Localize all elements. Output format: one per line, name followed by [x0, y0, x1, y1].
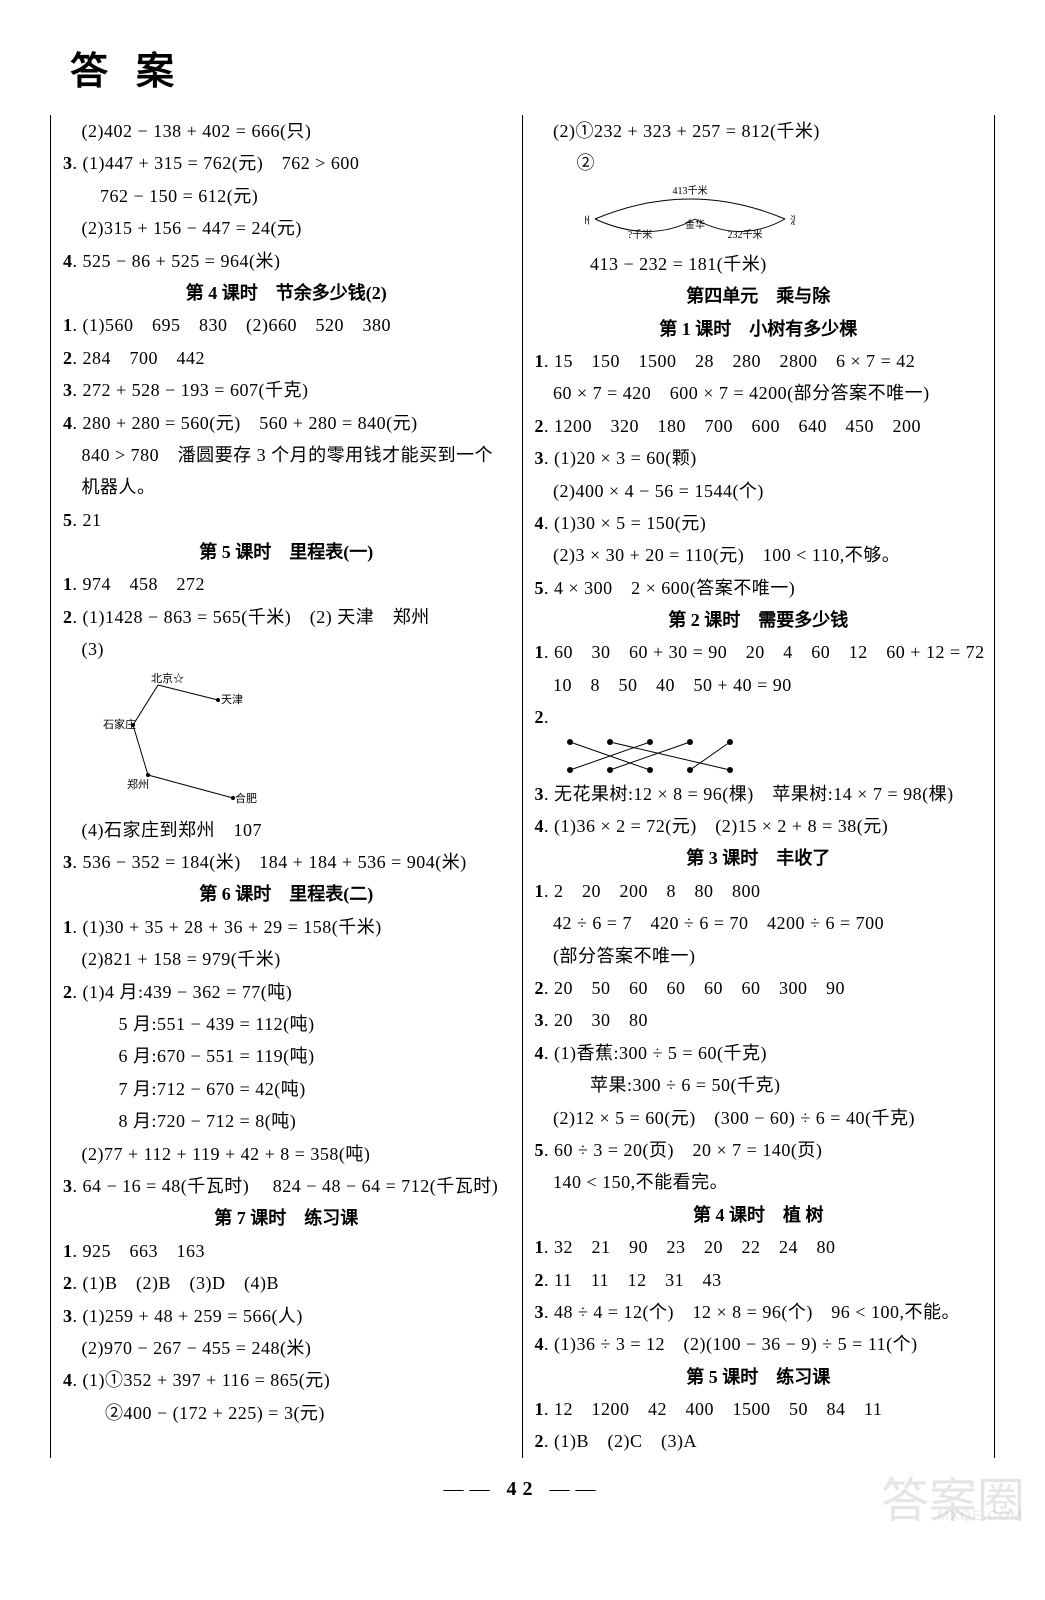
answer-line: 1. 15 150 1500 28 280 2800 6 × 7 = 42	[535, 345, 983, 377]
svg-text:杭州: 杭州	[585, 214, 590, 227]
answer-line: 4. (1)香蕉:300 ÷ 5 = 60(千克)	[535, 1037, 983, 1069]
answer-line: 8 月:720 − 712 = 8(吨)	[63, 1105, 510, 1137]
answer-line: 42 ÷ 6 = 7 420 ÷ 6 = 70 4200 ÷ 6 = 700	[535, 907, 983, 939]
section-header: 第四单元 乘与除	[535, 280, 983, 312]
svg-text:?千米: ?千米	[627, 228, 651, 240]
right-column: (2)①232 + 323 + 257 = 812(千米) ② 413千米 杭州…	[523, 115, 996, 1458]
answer-line: 1. 2 20 200 8 80 800	[535, 875, 983, 907]
answer-line: 苹果:300 ÷ 6 = 50(千克)	[535, 1069, 983, 1101]
answer-line: 1. 925 663 163	[63, 1235, 510, 1267]
left-column: (2)402 − 138 + 402 = 666(只)3. (1)447 + 3…	[50, 115, 523, 1458]
arc-diagram: 413千米 杭州 ?千米 金华 232千米 温州	[535, 184, 983, 244]
answer-line: 1. 60 30 60 + 30 = 90 20 4 60 12 60 + 12…	[535, 636, 983, 668]
answer-line: 3. 64 − 16 = 48(千瓦时) 824 − 48 − 64 = 712…	[63, 1170, 510, 1202]
page-number: 42	[50, 1478, 995, 1501]
map-diagram: 北京☆ 天津 石家庄 郑州 合肥	[63, 670, 510, 810]
answer-line: 3. 272 + 528 − 193 = 607(千克)	[63, 374, 510, 406]
answer-line: 4. (1)①352 + 397 + 116 = 865(元)	[63, 1364, 510, 1396]
answer-line: 2. (1)B (2)C (3)A	[535, 1425, 983, 1457]
answer-line: ②400 − (172 + 225) = 3(元)	[63, 1397, 510, 1429]
answer-line: 10 8 50 40 50 + 40 = 90	[535, 669, 983, 701]
section-header: 第 1 课时 小树有多少棵	[535, 313, 983, 345]
svg-text:金华: 金华	[685, 218, 705, 231]
answer-line: (2)402 − 138 + 402 = 666(只)	[63, 115, 510, 147]
section-header: 第 2 课时 需要多少钱	[535, 604, 983, 636]
section-header: 第 5 课时 练习课	[535, 1361, 983, 1393]
section-header: 第 6 课时 里程表(二)	[63, 878, 510, 910]
answer-line: (2)①232 + 323 + 257 = 812(千米)	[535, 115, 983, 147]
answer-line: 2. 284 700 442	[63, 342, 510, 374]
answer-line: (4)石家庄到郑州 107	[63, 814, 510, 846]
answer-line: 4. 280 + 280 = 560(元) 560 + 280 = 840(元)	[63, 407, 510, 439]
answer-line: (2)12 × 5 = 60(元) (300 − 60) ÷ 6 = 40(千克…	[535, 1102, 983, 1134]
svg-text:北京☆: 北京☆	[151, 671, 184, 685]
answer-line: (2)77 + 112 + 119 + 42 + 8 = 358(吨)	[63, 1138, 510, 1170]
answer-line: 2. 11 11 12 31 43	[535, 1264, 983, 1296]
answer-line: 2. (1)B (2)B (3)D (4)B	[63, 1267, 510, 1299]
content-wrapper: (2)402 − 138 + 402 = 666(只)3. (1)447 + 3…	[50, 115, 995, 1458]
answer-line: 840 > 780 潘圆要存 3 个月的零用钱才能买到一个	[63, 439, 510, 471]
answer-line: 1. 12 1200 42 400 1500 50 84 11	[535, 1393, 983, 1425]
answer-line: 2. (1)1428 − 863 = 565(千米) (2) 天津 郑州	[63, 601, 510, 633]
answer-line: 3. (1)447 + 315 = 762(元) 762 > 600	[63, 147, 510, 179]
answer-line: (2)400 × 4 − 56 = 1544(个)	[535, 475, 983, 507]
answer-line: 1. 32 21 90 23 20 22 24 80	[535, 1231, 983, 1263]
answer-line: 1. (1)30 + 35 + 28 + 36 + 29 = 158(千米)	[63, 911, 510, 943]
section-header: 第 7 课时 练习课	[63, 1202, 510, 1234]
answer-line: 60 × 7 = 420 600 × 7 = 4200(部分答案不唯一)	[535, 377, 983, 409]
svg-text:合肥: 合肥	[235, 791, 257, 805]
answer-line: 4. (1)36 × 2 = 72(元) (2)15 × 2 + 8 = 38(…	[535, 810, 983, 842]
answer-line: (2)970 − 267 − 455 = 248(米)	[63, 1332, 510, 1364]
answer-line: 5 月:551 − 439 = 112(吨)	[63, 1008, 510, 1040]
answer-line: 3. 无花果树:12 × 8 = 96(棵) 苹果树:14 × 7 = 98(棵…	[535, 778, 983, 810]
answer-line: 762 − 150 = 612(元)	[63, 180, 510, 212]
answer-line: 4. (1)30 × 5 = 150(元)	[535, 507, 983, 539]
answer-line: 6 月:670 − 551 = 119(吨)	[63, 1040, 510, 1072]
answer-line: 1. 974 458 272	[63, 568, 510, 600]
svg-text:郑州: 郑州	[127, 777, 149, 791]
answer-line: (2)3 × 30 + 20 = 110(元) 100 < 110,不够。	[535, 539, 983, 571]
answer-line: 2. 20 50 60 60 60 60 300 90	[535, 972, 983, 1004]
answer-line: 3. (1)20 × 3 = 60(颗)	[535, 442, 983, 474]
answer-line: 2. (1)4 月:439 − 362 = 77(吨)	[63, 976, 510, 1008]
svg-text:天津: 天津	[221, 693, 243, 706]
answer-line: 3. 48 ÷ 4 = 12(个) 12 × 8 = 96(个) 96 < 10…	[535, 1296, 983, 1328]
answer-line: 2. 1200 320 180 700 600 640 450 200	[535, 410, 983, 442]
page-title: 答案	[50, 40, 995, 95]
answer-line: (3)	[63, 633, 510, 665]
svg-text:温州: 温州	[790, 215, 795, 227]
answer-line: 3. (1)259 + 48 + 259 = 566(人)	[63, 1300, 510, 1332]
section-header: 第 5 课时 里程表(一)	[63, 536, 510, 568]
svg-text:413千米: 413千米	[672, 184, 707, 197]
svg-text:232千米: 232千米	[727, 228, 762, 240]
svg-text:石家庄: 石家庄	[103, 717, 136, 731]
answer-line: 140 < 150,不能看完。	[535, 1166, 983, 1198]
answer-line: 5. 21	[63, 504, 510, 536]
answer-line: 2.	[535, 701, 983, 733]
answer-line: ②	[535, 147, 983, 179]
answer-line: (部分答案不唯一)	[535, 940, 983, 972]
answer-line: 4. (1)36 ÷ 3 = 12 (2)(100 − 36 − 9) ÷ 5 …	[535, 1328, 983, 1360]
answer-line: (2)821 + 158 = 979(千米)	[63, 943, 510, 975]
answer-line: (2)315 + 156 − 447 = 24(元)	[63, 212, 510, 244]
answer-line: 5. 60 ÷ 3 = 20(页) 20 × 7 = 140(页)	[535, 1134, 983, 1166]
section-header: 第 4 课时 植 树	[535, 1199, 983, 1231]
answer-line: 4. 525 − 86 + 525 = 964(米)	[63, 245, 510, 277]
answer-line: 7 月:712 − 670 = 42(吨)	[63, 1073, 510, 1105]
answer-line: 机器人。	[63, 471, 510, 503]
answer-line: 1. (1)560 695 830 (2)660 520 380	[63, 309, 510, 341]
answer-line: 5. 4 × 300 2 × 600(答案不唯一)	[535, 572, 983, 604]
answer-line: 3. 536 − 352 = 184(米) 184 + 184 + 536 = …	[63, 846, 510, 878]
section-header: 第 4 课时 节余多少钱(2)	[63, 277, 510, 309]
answer-line: 3. 20 30 80	[535, 1004, 983, 1036]
watermark-url: MXQE.COM	[937, 1507, 1023, 1523]
section-header: 第 3 课时 丰收了	[535, 842, 983, 874]
match-diagram	[535, 736, 983, 776]
answer-line: 413 − 232 = 181(千米)	[535, 248, 983, 280]
